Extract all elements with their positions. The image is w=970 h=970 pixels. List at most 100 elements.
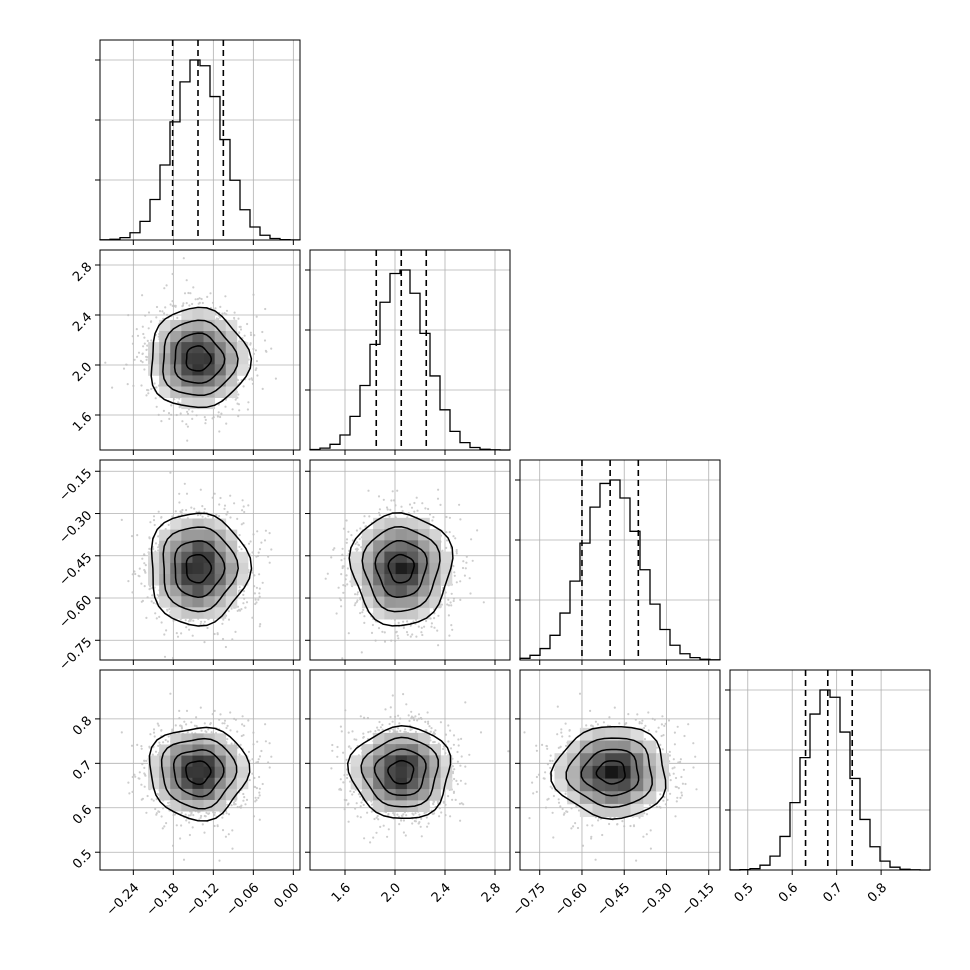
density-cell bbox=[440, 562, 453, 575]
density-cell bbox=[214, 607, 227, 619]
density-cell bbox=[170, 386, 182, 398]
density-cell bbox=[192, 529, 204, 542]
density-cell bbox=[655, 778, 669, 792]
density-cell bbox=[181, 585, 193, 597]
density-cell bbox=[406, 551, 419, 564]
density-cell bbox=[361, 529, 374, 541]
scatter-panel-4-3: −0.75 −0.60 −0.45 −0.30 −0.15 bbox=[510, 669, 721, 919]
contour-1-sigma bbox=[373, 748, 427, 796]
density-cell bbox=[214, 562, 227, 575]
contour-1-sigma bbox=[172, 749, 225, 798]
density-cell bbox=[170, 331, 182, 343]
density-cell bbox=[159, 788, 171, 801]
density-cell bbox=[203, 766, 216, 779]
density-cell bbox=[225, 585, 238, 597]
density-cell bbox=[429, 540, 442, 552]
scatter-frame bbox=[99, 459, 301, 661]
contour-1.5-sigma bbox=[162, 319, 239, 396]
density-cell bbox=[406, 517, 419, 530]
density-cell bbox=[181, 518, 193, 531]
y-tick-label: −0.60 bbox=[57, 593, 96, 632]
density-cell bbox=[192, 585, 204, 597]
contour-0.5-sigma bbox=[185, 345, 213, 372]
density-cell bbox=[192, 788, 204, 801]
density-cell bbox=[148, 755, 160, 768]
density-cell bbox=[567, 765, 581, 779]
density-cell bbox=[418, 540, 430, 552]
density-cell bbox=[170, 799, 182, 812]
x-tick-label: −0.60 bbox=[552, 880, 591, 919]
contour-2-sigma bbox=[148, 726, 251, 822]
density-cell bbox=[418, 800, 430, 812]
density-cell bbox=[203, 596, 216, 608]
density-cell bbox=[395, 732, 408, 745]
density-cell bbox=[181, 551, 193, 564]
density-cell bbox=[148, 353, 160, 365]
density-cell bbox=[440, 755, 453, 767]
density-cell bbox=[373, 766, 385, 779]
density-cell bbox=[617, 753, 631, 767]
density-cell bbox=[159, 585, 171, 597]
density-cell bbox=[373, 517, 385, 530]
scatter-content bbox=[120, 692, 273, 862]
histogram-frame bbox=[729, 669, 931, 871]
density-cell bbox=[181, 342, 193, 354]
density-cell bbox=[384, 800, 397, 812]
density-cell bbox=[440, 551, 453, 564]
contour-2-sigma bbox=[150, 512, 253, 627]
density-cell bbox=[225, 562, 238, 575]
density-cell bbox=[192, 375, 204, 387]
scatter-frame bbox=[519, 669, 721, 871]
density-cell bbox=[384, 789, 397, 801]
density-cell bbox=[159, 755, 171, 768]
density-cell bbox=[214, 777, 227, 790]
density-cell bbox=[159, 766, 171, 779]
density-cell bbox=[418, 529, 430, 541]
density-cell bbox=[429, 562, 442, 575]
contour-0.5-sigma bbox=[185, 760, 212, 786]
density-cell bbox=[170, 585, 182, 597]
density-cell bbox=[605, 791, 619, 805]
density-cell bbox=[395, 596, 408, 609]
density-cell bbox=[192, 397, 204, 410]
density-cell bbox=[429, 551, 442, 564]
scatter-frame bbox=[99, 669, 301, 871]
density-cell bbox=[181, 386, 193, 398]
density-cell bbox=[181, 733, 193, 745]
density-cell bbox=[236, 551, 249, 564]
y-tick-label: 1.6 bbox=[70, 410, 95, 435]
contour-1.5-sigma bbox=[160, 737, 238, 810]
density-cell bbox=[617, 803, 631, 817]
density-cell bbox=[203, 397, 216, 410]
density-cell bbox=[554, 753, 568, 767]
density-cell bbox=[554, 765, 568, 779]
density-cell bbox=[579, 753, 593, 767]
density-cell bbox=[203, 607, 216, 619]
density-cell bbox=[643, 740, 657, 754]
density-cell bbox=[236, 574, 249, 586]
contour-0.5-sigma bbox=[387, 759, 415, 785]
x-tick-label: 1.6 bbox=[329, 880, 354, 905]
density-cell bbox=[192, 607, 204, 619]
density-cell bbox=[192, 596, 204, 608]
density-cell bbox=[203, 353, 216, 365]
density-cell bbox=[203, 308, 216, 321]
density-cell bbox=[384, 777, 397, 790]
density-cell bbox=[429, 529, 442, 541]
density-cell bbox=[214, 529, 227, 542]
density-cell bbox=[159, 596, 171, 608]
density-cell bbox=[214, 540, 227, 553]
scatter-frame bbox=[99, 249, 301, 451]
y-tick-label: 0.8 bbox=[70, 714, 95, 739]
x-tick-label: 2.0 bbox=[379, 880, 404, 905]
density-cell bbox=[181, 319, 193, 332]
density-cell bbox=[395, 517, 408, 530]
density-cell bbox=[203, 755, 216, 768]
x-tick-label: 0.5 bbox=[732, 880, 757, 905]
histogram-panel-3 bbox=[515, 459, 721, 665]
density-cell bbox=[418, 766, 430, 779]
density-cell bbox=[225, 788, 238, 801]
contour-1-sigma bbox=[174, 540, 226, 598]
density-cell bbox=[225, 529, 238, 542]
density-cell bbox=[159, 529, 171, 542]
